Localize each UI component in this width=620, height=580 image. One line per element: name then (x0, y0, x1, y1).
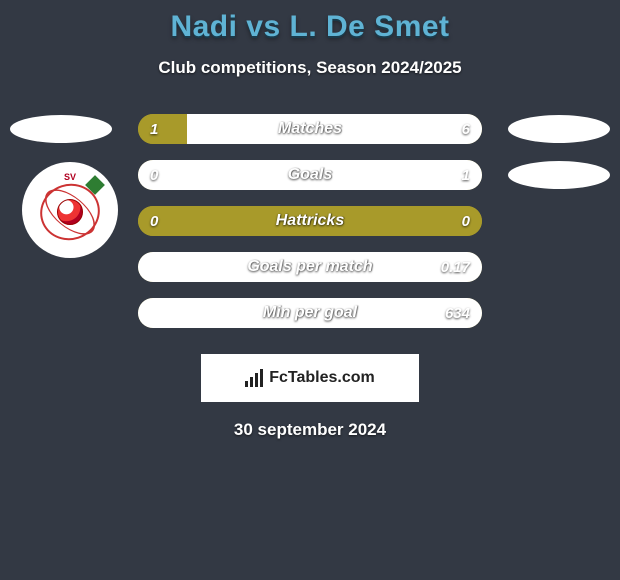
stat-bar: Matches16 (138, 114, 482, 144)
stat-bar: Goals01 (138, 160, 482, 190)
stat-bar: Goals per match0.17 (138, 252, 482, 282)
bars-icon (245, 369, 263, 387)
bar-right-segment (187, 114, 482, 144)
player-right-oval (508, 161, 610, 189)
bar-right-segment (138, 252, 482, 282)
stat-row: Min per goal634 (0, 290, 620, 336)
stat-row: SVHattricks00 (0, 198, 620, 244)
chart-area: Matches16 Goals01 SVHattricks00 Goals per m… (0, 106, 620, 336)
bar-right-segment (138, 298, 482, 328)
player-right-oval (508, 115, 610, 143)
attribution-badge: FcTables.com (201, 354, 419, 402)
bar-left-segment (138, 114, 187, 144)
stat-row: Matches16 (0, 106, 620, 152)
stat-row: Goals per match0.17 (0, 244, 620, 290)
player-left-oval (10, 115, 112, 143)
attribution-text: FcTables.com (269, 369, 375, 387)
page-title: Nadi vs L. De Smet (0, 0, 620, 44)
stat-bar: Min per goal634 (138, 298, 482, 328)
comparison-widget: Nadi vs L. De Smet Club competitions, Se… (0, 0, 620, 580)
stat-bar: Hattricks00 (138, 206, 482, 236)
bar-left-segment (138, 206, 482, 236)
date-line: 30 september 2024 (0, 420, 620, 440)
subtitle: Club competitions, Season 2024/2025 (0, 58, 620, 78)
bar-right-segment (138, 160, 482, 190)
